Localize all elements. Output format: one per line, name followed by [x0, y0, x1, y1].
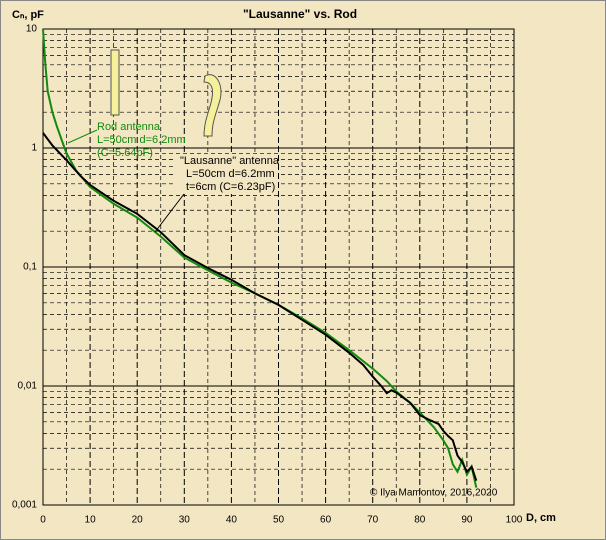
series-line: [42, 28, 478, 488]
y-tick-label: 10: [26, 24, 38, 35]
note-bg: [174, 154, 278, 194]
leader: [67, 129, 98, 144]
copyright: © Ilya Mamontov, 2016,2020: [370, 488, 498, 499]
series-line: [42, 132, 478, 482]
x-tick-label: 40: [226, 515, 238, 526]
y-tick-label: 1: [31, 143, 37, 154]
y-tick-label: 0,01: [18, 381, 38, 392]
x-tick-label: 20: [132, 515, 144, 526]
lausanne-note: L=50cm d=6.2mm: [186, 168, 275, 180]
chart-title: "Lausanne" vs. Rod: [243, 7, 357, 21]
rod-icon: [110, 49, 120, 116]
rod-note: (C=5.64pF): [97, 147, 153, 159]
leader: [154, 193, 185, 233]
x-axis-label: D, cm: [526, 512, 556, 524]
rod-note: Rod antenna: [97, 121, 161, 133]
rod-note: L=50cm d=6.2mm: [97, 134, 186, 146]
x-tick-label: 60: [320, 515, 332, 526]
y-axis-label: Cₙ, pF: [12, 9, 44, 21]
lausanne-note: "Lausanne" antenna: [180, 155, 280, 167]
x-tick-label: 80: [414, 515, 426, 526]
x-tick-label: 100: [506, 515, 523, 526]
x-tick-label: 10: [85, 515, 97, 526]
lausanne-note: t=6cm (C=6.23pF): [186, 181, 275, 193]
x-tick-label: 0: [40, 515, 46, 526]
y-tick-label: 0,001: [12, 500, 37, 511]
y-tick-label: 0,1: [23, 262, 37, 273]
x-tick-label: 90: [461, 515, 473, 526]
lausanne-icon: [203, 74, 222, 137]
x-tick-label: 70: [367, 515, 379, 526]
x-tick-label: 30: [179, 515, 191, 526]
x-tick-label: 50: [273, 515, 285, 526]
